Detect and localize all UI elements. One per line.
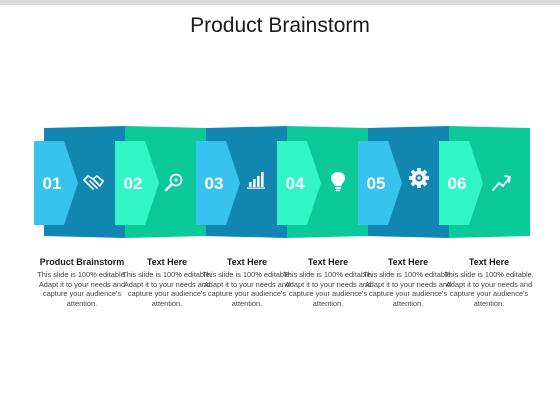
step-5-text: Text Here This slide is 100% editable. A… bbox=[362, 256, 454, 308]
step-2-description: This slide is 100% editable. Adapt it to… bbox=[122, 270, 212, 308]
step-1-description: This slide is 100% editable. Adapt it to… bbox=[37, 270, 127, 308]
step-4: 04 bbox=[277, 126, 368, 238]
step-6-arrow bbox=[439, 141, 483, 225]
step-6: 06 bbox=[439, 126, 530, 238]
step-6-heading: Text Here bbox=[468, 257, 510, 267]
step-2-arrow bbox=[115, 141, 159, 225]
step-3-heading: Text Here bbox=[226, 257, 268, 267]
step-3-number: 03 bbox=[205, 174, 224, 193]
step-1: 01 bbox=[34, 126, 125, 238]
step-6-description: This slide is 100% editable. Adapt it to… bbox=[444, 270, 534, 308]
step-2-text: Text Here This slide is 100% editable. A… bbox=[121, 256, 213, 308]
step-4-heading: Text Here bbox=[307, 257, 349, 267]
growth-arrow-icon bbox=[492, 175, 511, 191]
step-3-arrow bbox=[196, 141, 240, 225]
step-1-arrow bbox=[34, 141, 78, 225]
step-4-number: 04 bbox=[286, 174, 305, 193]
step-4-description: This slide is 100% editable. Adapt it to… bbox=[283, 270, 373, 308]
step-1-heading: Product Brainstorm bbox=[39, 257, 125, 267]
gear-icon bbox=[409, 168, 429, 188]
step-4-arrow bbox=[277, 141, 321, 225]
top-border bbox=[0, 0, 560, 5]
step-5-arrow bbox=[358, 141, 402, 225]
lightbulb-icon bbox=[331, 172, 345, 192]
step-5-heading: Text Here bbox=[387, 257, 429, 267]
step-6-text: Text Here This slide is 100% editable. A… bbox=[443, 256, 535, 308]
step-5: 05 bbox=[358, 126, 449, 238]
step-3: 03 bbox=[196, 126, 287, 238]
step-5-number: 05 bbox=[367, 174, 386, 193]
step-3-text: Text Here This slide is 100% editable. A… bbox=[201, 256, 293, 308]
step-4-text: Text Here This slide is 100% editable. A… bbox=[282, 256, 374, 308]
step-2-heading: Text Here bbox=[146, 257, 188, 267]
step-6-number: 06 bbox=[448, 174, 467, 193]
step-1-text: Product Brainstorm This slide is 100% ed… bbox=[36, 256, 128, 308]
slide-title: Product Brainstorm bbox=[190, 14, 370, 37]
step-2: 02 bbox=[115, 126, 206, 238]
search-icon bbox=[164, 173, 183, 192]
handshake-icon bbox=[83, 175, 104, 190]
step-2-number: 02 bbox=[124, 174, 143, 193]
step-3-description: This slide is 100% editable. Adapt it to… bbox=[202, 270, 292, 308]
step-5-description: This slide is 100% editable. Adapt it to… bbox=[363, 270, 453, 308]
bar-chart-icon bbox=[247, 172, 265, 189]
step-1-number: 01 bbox=[43, 174, 62, 193]
